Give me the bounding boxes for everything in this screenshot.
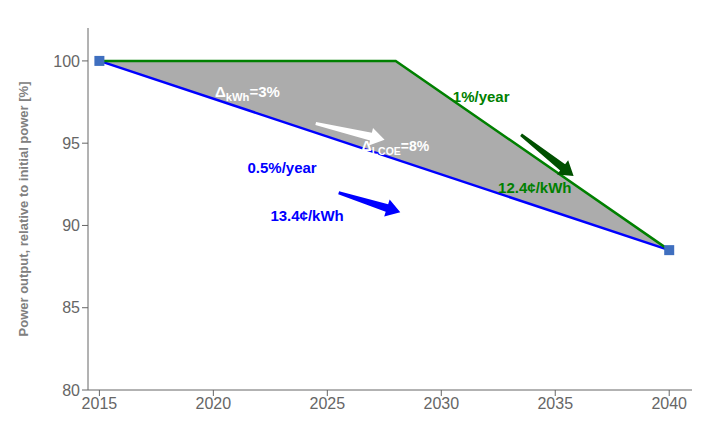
svg-text:12.4¢/kWh: 12.4¢/kWh bbox=[498, 179, 571, 196]
svg-text:2040: 2040 bbox=[651, 395, 687, 412]
svg-text:85: 85 bbox=[62, 299, 80, 316]
svg-text:2030: 2030 bbox=[423, 395, 459, 412]
svg-text:95: 95 bbox=[62, 135, 80, 152]
svg-text:80: 80 bbox=[62, 382, 80, 399]
svg-text:1%/year: 1%/year bbox=[453, 88, 510, 105]
svg-text:ΔkWh=3%: ΔkWh=3% bbox=[215, 83, 280, 103]
svg-text:2015: 2015 bbox=[82, 395, 118, 412]
svg-text:13.4¢/kWh: 13.4¢/kWh bbox=[270, 207, 343, 224]
svg-text:Power output, relative to init: Power output, relative to initial power … bbox=[16, 82, 31, 337]
svg-text:ΔLCOE=8%: ΔLCOE=8% bbox=[362, 138, 430, 157]
svg-text:0.5%/year: 0.5%/year bbox=[247, 159, 316, 176]
svg-text:2035: 2035 bbox=[537, 395, 573, 412]
svg-text:90: 90 bbox=[62, 217, 80, 234]
svg-text:2020: 2020 bbox=[196, 395, 232, 412]
svg-text:2025: 2025 bbox=[310, 395, 346, 412]
svg-text:100: 100 bbox=[53, 53, 80, 70]
